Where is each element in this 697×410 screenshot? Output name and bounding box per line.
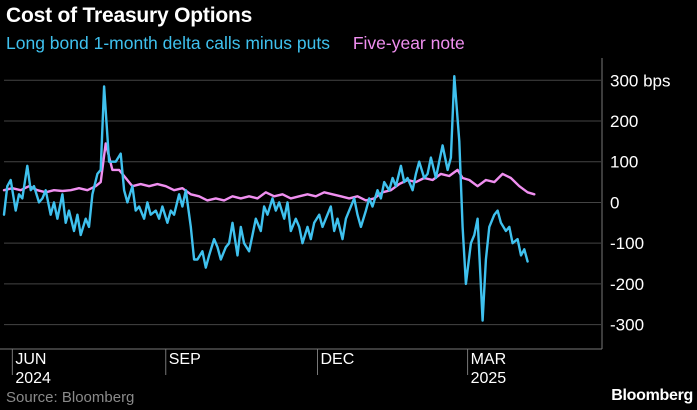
y-tick-label: 100	[610, 153, 638, 172]
chart-legend: Long bond 1-month delta calls minus puts…	[6, 33, 465, 54]
y-tick-label: 200	[610, 112, 638, 131]
source-note: Source: Bloomberg	[6, 389, 135, 406]
x-tick-label: SEP	[169, 351, 201, 368]
axis-layer: 300 bps 200 100 0 -100 -200 -300 JUN 2024 SEP DEC M…	[0, 58, 671, 387]
y-tick-label: -100	[610, 234, 644, 253]
brand-logo: Bloomberg	[611, 387, 693, 404]
chart-title: Cost of Treasury Options	[6, 4, 253, 27]
grid-layer	[4, 79, 601, 326]
y-tick-label: 300 bps	[610, 71, 671, 90]
legend-entry-five-year: Five-year note	[352, 33, 465, 53]
series-layer	[2, 75, 536, 322]
x-tick-label: DEC	[321, 351, 355, 368]
y-tick-label: -200	[610, 275, 644, 294]
y-tick-label: -300	[610, 316, 644, 335]
y-tick-label: 0	[610, 193, 619, 212]
x-tick-sublabel: 2024	[15, 370, 51, 387]
x-tick-sublabel: 2025	[471, 370, 507, 387]
legend-entry-long-bond: Long bond 1-month delta calls minus puts	[6, 33, 330, 53]
series-line-long-bond	[2, 75, 529, 322]
series-line-five-year	[2, 142, 536, 202]
x-tick-label: JUN	[15, 351, 46, 368]
x-tick-label: MAR	[471, 351, 507, 368]
